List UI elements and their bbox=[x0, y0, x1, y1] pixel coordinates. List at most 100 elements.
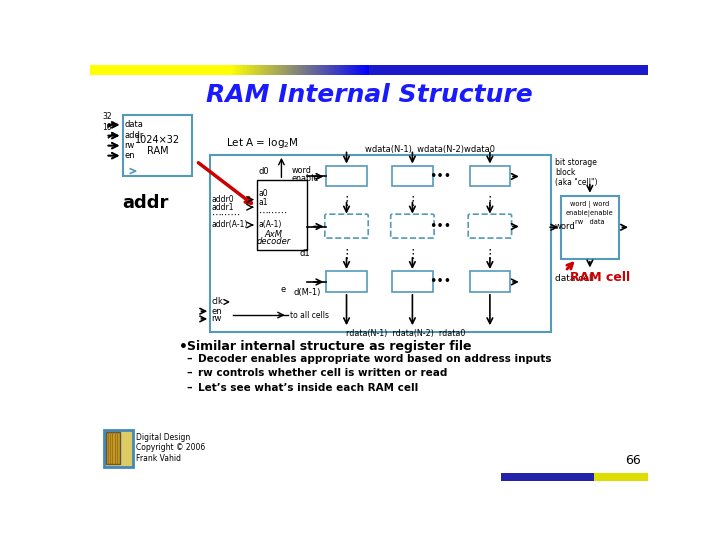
Text: wdata(N-1)  wdata(N-2)wdata0: wdata(N-1) wdata(N-2)wdata0 bbox=[365, 145, 495, 154]
FancyBboxPatch shape bbox=[469, 271, 510, 292]
Text: addr0: addr0 bbox=[212, 195, 234, 204]
Bar bbox=[534, 65, 535, 75]
Bar bbox=[235, 65, 236, 75]
Text: •: • bbox=[179, 340, 188, 354]
Bar bbox=[399, 65, 400, 75]
Bar bbox=[222, 65, 223, 75]
Text: e: e bbox=[281, 285, 286, 294]
Bar bbox=[524, 65, 525, 75]
Bar bbox=[158, 65, 159, 75]
Bar bbox=[165, 65, 166, 75]
Bar bbox=[393, 65, 394, 75]
Text: –: – bbox=[186, 368, 192, 378]
FancyBboxPatch shape bbox=[326, 271, 366, 292]
Text: –: – bbox=[186, 354, 192, 363]
Bar bbox=[276, 65, 277, 75]
Bar bbox=[565, 65, 566, 75]
Text: 10: 10 bbox=[102, 123, 112, 132]
Bar bbox=[190, 65, 191, 75]
Bar bbox=[347, 65, 348, 75]
Bar bbox=[324, 65, 325, 75]
Bar bbox=[185, 65, 186, 75]
Bar bbox=[617, 65, 618, 75]
Bar bbox=[106, 65, 107, 75]
Text: d0: d0 bbox=[258, 166, 269, 176]
Bar bbox=[238, 65, 239, 75]
Bar bbox=[217, 65, 218, 75]
Bar bbox=[345, 65, 346, 75]
Bar bbox=[148, 65, 149, 75]
Bar bbox=[191, 65, 192, 75]
Bar bbox=[369, 65, 370, 75]
Bar bbox=[390, 65, 391, 75]
Bar bbox=[294, 65, 295, 75]
Bar bbox=[561, 65, 562, 75]
Text: RAM Internal Structure: RAM Internal Structure bbox=[206, 83, 532, 107]
Bar bbox=[173, 65, 174, 75]
Bar bbox=[176, 65, 177, 75]
Bar bbox=[500, 473, 594, 481]
Bar bbox=[96, 65, 97, 75]
Bar bbox=[286, 65, 287, 75]
FancyBboxPatch shape bbox=[326, 166, 366, 186]
Bar bbox=[568, 65, 569, 75]
Bar bbox=[178, 65, 179, 75]
Bar bbox=[527, 65, 528, 75]
Bar bbox=[116, 65, 117, 75]
Bar bbox=[559, 65, 560, 75]
Bar bbox=[560, 65, 561, 75]
Bar bbox=[167, 65, 168, 75]
Text: ⋮: ⋮ bbox=[406, 195, 418, 208]
Bar bbox=[473, 65, 474, 75]
Bar bbox=[477, 65, 478, 75]
Bar bbox=[599, 65, 600, 75]
Bar bbox=[192, 65, 193, 75]
Bar bbox=[343, 65, 344, 75]
Bar bbox=[323, 65, 324, 75]
Bar bbox=[573, 65, 574, 75]
Bar bbox=[474, 65, 475, 75]
Text: ⋯⋯⋯: ⋯⋯⋯ bbox=[259, 208, 288, 218]
Bar bbox=[634, 65, 635, 75]
Bar bbox=[172, 65, 173, 75]
Bar bbox=[252, 65, 253, 75]
Bar bbox=[498, 65, 499, 75]
Bar bbox=[540, 65, 541, 75]
Bar bbox=[366, 65, 367, 75]
Bar bbox=[277, 65, 279, 75]
Bar bbox=[255, 65, 256, 75]
Bar bbox=[628, 65, 629, 75]
Text: en: en bbox=[124, 151, 135, 160]
Bar bbox=[600, 65, 601, 75]
Bar bbox=[91, 65, 92, 75]
Bar bbox=[233, 65, 234, 75]
Text: word: word bbox=[555, 222, 576, 231]
Bar bbox=[604, 65, 605, 75]
Bar bbox=[646, 65, 647, 75]
Bar bbox=[464, 65, 465, 75]
Text: ⋮: ⋮ bbox=[341, 195, 353, 208]
Bar bbox=[187, 65, 188, 75]
Bar bbox=[344, 65, 345, 75]
Text: ⋮: ⋮ bbox=[341, 248, 353, 261]
Bar bbox=[621, 65, 622, 75]
Bar bbox=[365, 65, 366, 75]
Bar bbox=[503, 65, 504, 75]
Bar bbox=[467, 65, 468, 75]
Bar bbox=[640, 65, 641, 75]
Bar bbox=[161, 65, 162, 75]
Text: 66: 66 bbox=[625, 454, 640, 467]
Bar bbox=[120, 65, 121, 75]
Bar bbox=[319, 65, 320, 75]
Bar bbox=[517, 65, 518, 75]
Bar bbox=[211, 65, 212, 75]
Bar bbox=[500, 65, 502, 75]
Bar bbox=[259, 65, 260, 75]
Bar bbox=[272, 65, 273, 75]
Bar bbox=[334, 65, 335, 75]
Bar bbox=[170, 65, 171, 75]
Bar bbox=[493, 65, 494, 75]
Bar bbox=[292, 65, 293, 75]
Bar bbox=[299, 65, 300, 75]
Bar bbox=[355, 65, 356, 75]
